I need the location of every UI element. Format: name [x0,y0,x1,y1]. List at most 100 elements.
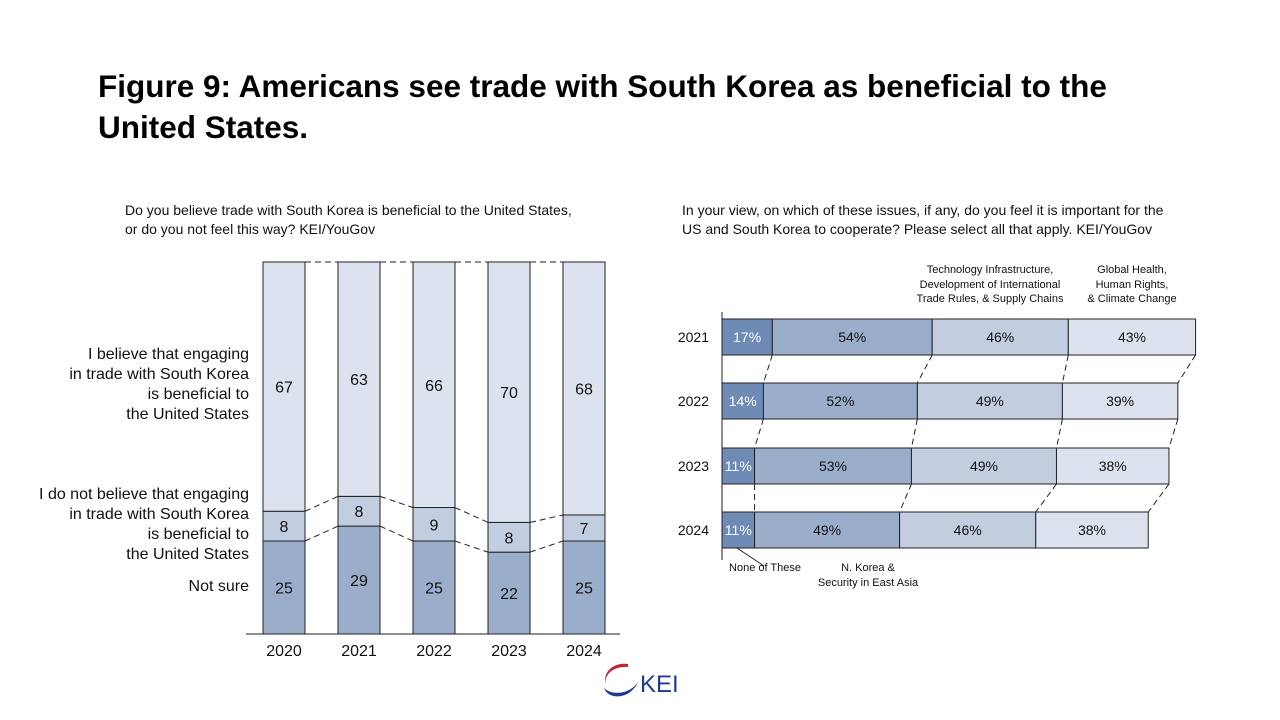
hbar-value-2023-series-2: 49% [970,458,998,474]
bar-2024-series-0 [562,540,606,635]
right-chart-question: In your view, on which of these issues, … [682,202,1164,237]
bar-2022-series-0 [412,540,456,635]
x-tick-2024: 2024 [566,643,602,660]
kei-logo-mark: KEI [604,663,679,698]
x-tick-2021: 2021 [341,643,377,660]
hbar-2021-series-0 [721,318,773,356]
right-stacked-bar-chart: 17% 54% 46% 43% 2021 14% 52% 49% 39% 2022 11% 53% 49… [678,312,1197,567]
bar-value-2022-series-1: 9 [430,517,439,534]
bar-2021-series-2 [337,261,381,497]
hbar-2024-series-2 [899,511,1037,549]
y-tick-2021: 2021 [678,329,709,345]
figure-title: Figure 9: Americans see trade with South… [98,68,1107,145]
left-chart-question: Do you believe trade with South Korea is… [125,202,572,237]
kei-logo-text: KEI [640,671,679,698]
column-label-series-0: None of These [729,562,801,574]
bar-value-2021-series-2: 63 [350,372,368,389]
hbar-2023-series-1 [754,447,912,485]
bar-2022-series-2 [412,261,456,509]
hbar-2024-series-1 [754,511,901,549]
x-tick-2022: 2022 [416,643,452,660]
hconnector-2023-3 [1147,483,1170,513]
hbar-value-2022-series-0: 14% [729,393,757,409]
bar-value-2023-series-1: 8 [505,530,514,547]
hbar-2021-series-1 [771,318,933,356]
bar-value-2024-series-0: 25 [575,581,593,598]
bar-2021-series-0 [337,525,381,635]
hbar-value-2023-series-0: 11% [725,458,752,474]
legend-label-series-2: I believe that engaging in trade with So… [69,346,249,423]
hbar-2022-series-3 [1061,382,1179,420]
bar-2023-series-2 [487,261,531,523]
bar-value-2023-series-2: 70 [500,385,518,402]
hbar-2024-series-3 [1035,511,1149,549]
bar-value-2022-series-0: 25 [425,581,443,598]
hbar-value-2021-series-2: 46% [986,329,1014,345]
bar-2023-series-1 [487,521,531,553]
bar-value-2023-series-0: 22 [500,586,518,603]
hconnector-2022-2 [1055,418,1063,449]
hbar-2023-series-3 [1055,447,1170,485]
y-tick-2023: 2023 [678,458,709,474]
y-tick-2024: 2024 [678,522,709,538]
hconnector-2021-3 [1177,354,1197,384]
bar-2024-series-2 [562,261,606,516]
hbar-value-2021-series-1: 54% [838,329,866,345]
column-label-series-1: N. Korea & Security in East Asia [817,562,919,589]
legend-label-series-1: I do not believe that engaging in trade … [39,486,249,563]
hbar-value-2022-series-2: 49% [976,393,1004,409]
column-label-series-2: Technology Infrastructure, Development o… [916,264,1064,305]
bar-2020-series-2 [262,261,306,512]
hconnector-2023-2 [1035,483,1057,513]
left-stacked-column-chart: 25 8 67 2020 29 8 63 2021 25 9 66 2022 22 8 70 2023 25 7 6… [246,261,620,660]
hbar-value-2022-series-1: 52% [826,393,854,409]
connector-2023-1 [529,514,564,523]
hbar-value-2023-series-3: 38% [1099,458,1127,474]
hconnector-2022-1 [910,418,918,449]
x-tick-2020: 2020 [266,643,302,660]
hbar-value-2024-series-3: 38% [1078,522,1106,538]
bar-2020-series-0 [262,540,306,635]
hbar-2023-series-2 [910,447,1057,485]
hbar-value-2024-series-0: 11% [725,522,752,538]
bar-value-2024-series-2: 68 [575,381,593,398]
bar-value-2020-series-0: 25 [275,581,293,598]
hconnector-2021-1 [916,354,933,384]
connector-2020-1 [304,495,339,512]
hbar-2022-series-2 [916,382,1063,420]
hconnector-2021-0 [762,354,773,384]
y-tick-2022: 2022 [678,393,709,409]
hbar-value-2022-series-3: 39% [1106,393,1134,409]
connector-2020-0 [304,525,339,542]
x-tick-2023: 2023 [491,643,527,660]
bar-value-2021-series-1: 8 [355,504,364,521]
hbar-value-2021-series-3: 43% [1118,329,1146,345]
hbar-2021-series-3 [1067,318,1197,356]
bar-value-2020-series-2: 67 [275,380,293,397]
connector-2021-0 [379,525,414,542]
legend-label-series-0: Not sure [188,578,249,595]
bar-value-2024-series-1: 7 [580,521,589,538]
bar-2020-series-1 [262,510,306,542]
hbar-2022-series-1 [762,382,918,420]
connector-2022-0 [454,540,489,553]
bar-value-2020-series-1: 8 [280,519,289,536]
hbar-value-2021-series-0: 17% [733,329,761,345]
hconnector-2021-2 [1061,354,1069,384]
connector-2021-1 [379,495,414,508]
hbar-2021-series-2 [931,318,1069,356]
hbar-value-2024-series-1: 49% [813,522,841,538]
kei-logo: KEI [600,660,690,700]
hbar-value-2023-series-1: 53% [819,458,847,474]
none-label-pointer [736,547,765,567]
hconnector-2022-3 [1168,418,1179,449]
hbar-2024-series-0 [721,511,756,549]
connector-2022-1 [454,507,489,523]
bar-value-2022-series-2: 66 [425,378,443,395]
hbar-value-2024-series-2: 46% [954,522,982,538]
bar-2021-series-1 [337,495,381,527]
hconnector-2022-0 [754,418,764,449]
column-label-series-3: Global Health, Human Rights, & Climate C… [1087,264,1177,305]
bar-value-2021-series-0: 29 [350,573,368,590]
